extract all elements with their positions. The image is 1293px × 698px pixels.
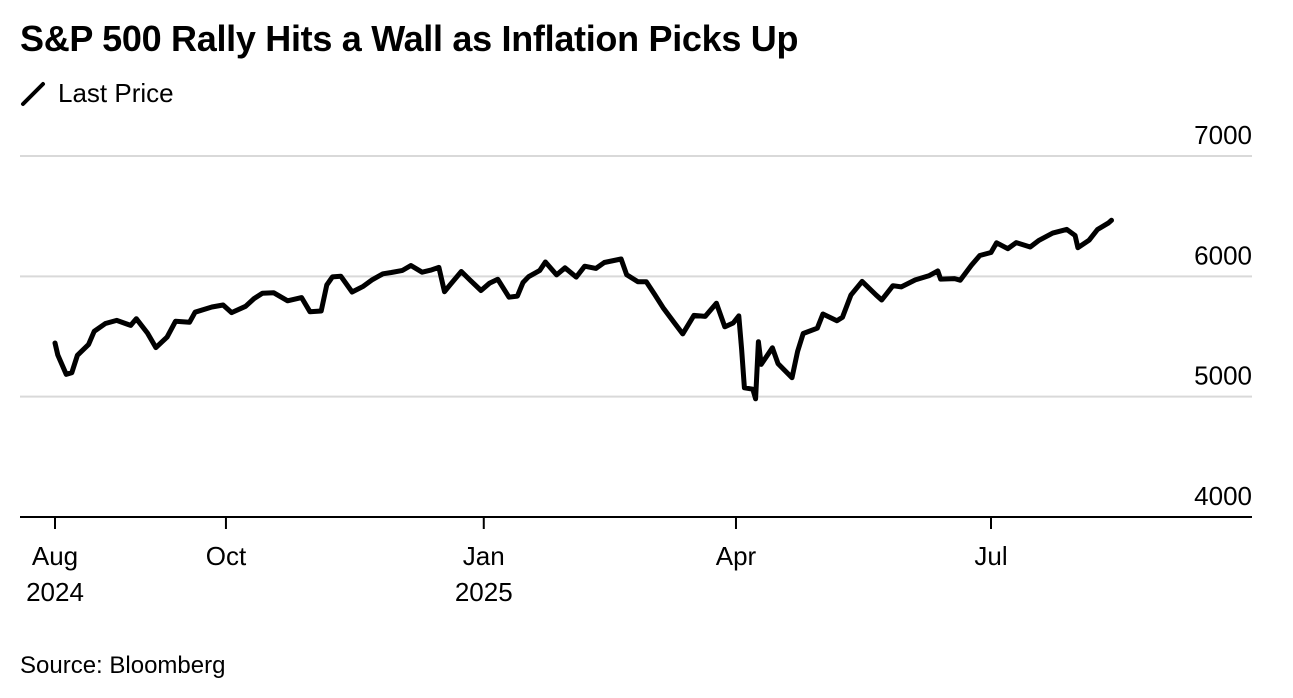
y-tick-label-7000: 7000 xyxy=(1194,120,1252,150)
legend-label: Last Price xyxy=(58,78,174,108)
x-tick-label-oct: Oct xyxy=(206,541,247,571)
legend: Last Price xyxy=(20,78,174,109)
series-line-last-price xyxy=(52,217,1114,402)
chart-title: S&P 500 Rally Hits a Wall as Inflation P… xyxy=(20,18,799,59)
x-axis-ticks: Aug 2024 Oct Jan 2025 Apr Jul xyxy=(26,517,1008,607)
y-tick-label-4000: 4000 xyxy=(1194,481,1252,511)
line-chart: 4000 5000 6000 7000 Aug 2024 Oct Jan 2025 Apr Jul xyxy=(20,120,1252,607)
x-tick-label-aug: Aug xyxy=(32,541,78,571)
x-tick-label-jul: Jul xyxy=(974,541,1007,571)
y-tick-label-5000: 5000 xyxy=(1194,361,1252,391)
x-tick-year-2025: 2025 xyxy=(455,577,513,607)
x-tick-label-apr: Apr xyxy=(716,541,757,571)
x-tick-label-jan: Jan xyxy=(463,541,505,571)
gridlines xyxy=(20,155,1252,398)
source-note: Source: Bloomberg xyxy=(20,652,226,679)
y-tick-label-6000: 6000 xyxy=(1194,240,1252,270)
line-series-icon xyxy=(21,81,45,106)
y-axis-ticks: 4000 5000 6000 7000 xyxy=(1194,120,1252,511)
x-tick-year-2024: 2024 xyxy=(26,577,84,607)
